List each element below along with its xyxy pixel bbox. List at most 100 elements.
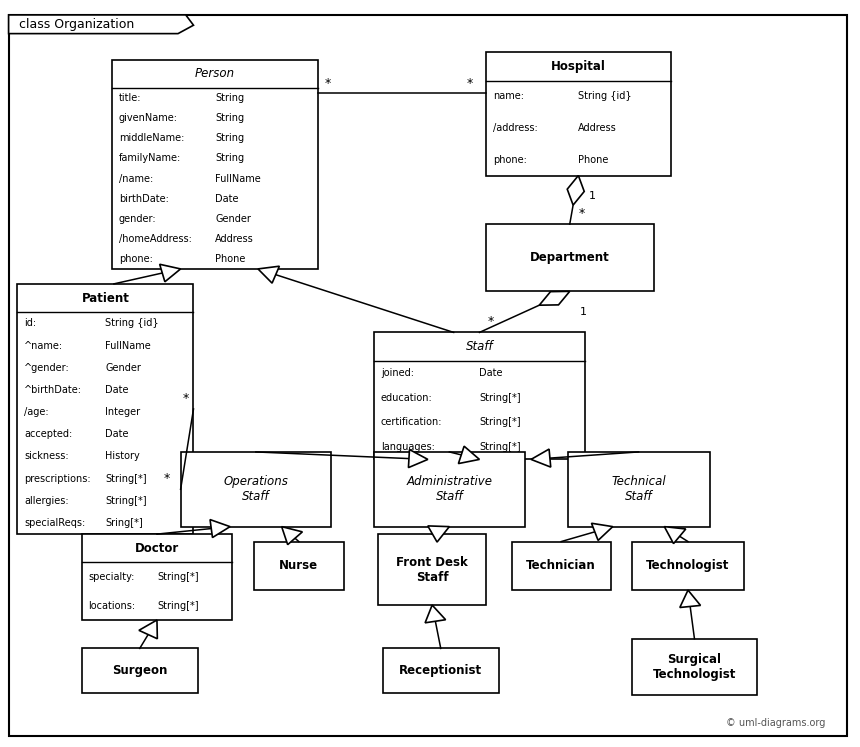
- Text: Gender: Gender: [105, 363, 141, 373]
- Bar: [512, 542, 611, 590]
- Text: Receptionist: Receptionist: [399, 664, 482, 678]
- Text: Front Desk
Staff: Front Desk Staff: [396, 556, 468, 583]
- Polygon shape: [458, 446, 480, 464]
- Bar: [82, 648, 198, 693]
- Bar: [374, 452, 525, 527]
- Text: String[*]: String[*]: [105, 496, 147, 506]
- Text: Phone: Phone: [215, 254, 245, 264]
- Bar: [181, 452, 331, 527]
- Text: String {id}: String {id}: [105, 318, 159, 329]
- Text: *: *: [578, 207, 585, 220]
- Text: phone:: phone:: [119, 254, 152, 264]
- Text: String[*]: String[*]: [157, 601, 199, 610]
- Polygon shape: [427, 526, 449, 542]
- Text: History: History: [105, 451, 140, 462]
- Text: /name:: /name:: [119, 173, 153, 184]
- Text: 1: 1: [588, 191, 596, 202]
- Polygon shape: [210, 520, 230, 538]
- Text: specialReqs:: specialReqs:: [24, 518, 85, 528]
- Text: FullName: FullName: [105, 341, 151, 350]
- Text: givenName:: givenName:: [119, 114, 178, 123]
- Bar: [632, 639, 757, 695]
- Polygon shape: [592, 523, 612, 540]
- Text: *: *: [325, 78, 331, 90]
- Text: Address: Address: [578, 123, 617, 133]
- Text: String[*]: String[*]: [480, 442, 521, 452]
- Bar: [112, 60, 318, 269]
- Text: Staff: Staff: [465, 340, 494, 353]
- Text: Sring[*]: Sring[*]: [105, 518, 143, 528]
- Polygon shape: [425, 605, 445, 623]
- Polygon shape: [531, 449, 550, 467]
- Bar: [486, 52, 671, 176]
- Text: education:: education:: [381, 393, 433, 403]
- Text: languages:: languages:: [381, 442, 435, 452]
- Text: Date: Date: [105, 385, 129, 395]
- Text: allergies:: allergies:: [24, 496, 69, 506]
- Text: ^birthDate:: ^birthDate:: [24, 385, 82, 395]
- Text: specialty:: specialty:: [89, 572, 135, 582]
- Text: birthDate:: birthDate:: [119, 193, 169, 204]
- Text: *: *: [488, 315, 494, 328]
- Text: Operations
Staff: Operations Staff: [224, 475, 288, 503]
- Text: String {id}: String {id}: [578, 91, 632, 102]
- Text: familyName:: familyName:: [119, 153, 181, 164]
- Text: String[*]: String[*]: [105, 474, 147, 483]
- Polygon shape: [282, 527, 303, 545]
- Text: String: String: [215, 93, 244, 103]
- Text: Integer: Integer: [105, 407, 140, 417]
- Text: Patient: Patient: [82, 291, 129, 305]
- Bar: [17, 284, 194, 534]
- Bar: [383, 648, 499, 693]
- Text: *: *: [467, 78, 473, 90]
- Text: Technician: Technician: [526, 560, 596, 572]
- Text: © uml-diagrams.org: © uml-diagrams.org: [726, 719, 826, 728]
- Polygon shape: [258, 266, 280, 283]
- Polygon shape: [568, 176, 584, 205]
- Text: Administrative
Staff: Administrative Staff: [406, 475, 492, 503]
- Text: Address: Address: [215, 234, 254, 244]
- Text: String[*]: String[*]: [480, 418, 521, 427]
- Text: Date: Date: [215, 193, 238, 204]
- Bar: [374, 332, 585, 459]
- Polygon shape: [539, 291, 569, 306]
- Text: Hospital: Hospital: [551, 60, 605, 73]
- Text: Date: Date: [480, 368, 503, 378]
- Text: String: String: [215, 153, 244, 164]
- Text: prescriptions:: prescriptions:: [24, 474, 90, 483]
- Text: middleName:: middleName:: [119, 134, 184, 143]
- Text: String: String: [215, 114, 244, 123]
- Text: /homeAddress:: /homeAddress:: [119, 234, 192, 244]
- Text: ^gender:: ^gender:: [24, 363, 70, 373]
- Text: class Organization: class Organization: [19, 18, 134, 31]
- Text: Department: Department: [530, 251, 610, 264]
- Text: title:: title:: [119, 93, 141, 103]
- Polygon shape: [9, 15, 194, 34]
- Text: FullName: FullName: [215, 173, 261, 184]
- Text: Date: Date: [105, 430, 129, 439]
- Text: id:: id:: [24, 318, 36, 329]
- Text: Technical
Staff: Technical Staff: [611, 475, 666, 503]
- Text: Nurse: Nurse: [280, 560, 318, 572]
- Text: sickness:: sickness:: [24, 451, 69, 462]
- Text: Gender: Gender: [215, 214, 251, 223]
- Text: /address:: /address:: [493, 123, 538, 133]
- Text: String[*]: String[*]: [480, 393, 521, 403]
- Bar: [632, 542, 744, 590]
- Text: ^name:: ^name:: [24, 341, 63, 350]
- Polygon shape: [680, 590, 701, 607]
- Text: Technologist: Technologist: [647, 560, 729, 572]
- Text: locations:: locations:: [89, 601, 136, 610]
- Polygon shape: [160, 264, 181, 282]
- Bar: [254, 542, 344, 590]
- Polygon shape: [139, 620, 157, 639]
- Text: String[*]: String[*]: [157, 572, 199, 582]
- Bar: [378, 534, 486, 605]
- Text: accepted:: accepted:: [24, 430, 72, 439]
- Text: String: String: [215, 134, 244, 143]
- Polygon shape: [408, 450, 428, 468]
- Polygon shape: [664, 527, 685, 544]
- Bar: [486, 224, 654, 291]
- Text: Person: Person: [195, 67, 235, 81]
- Text: 1: 1: [580, 307, 587, 317]
